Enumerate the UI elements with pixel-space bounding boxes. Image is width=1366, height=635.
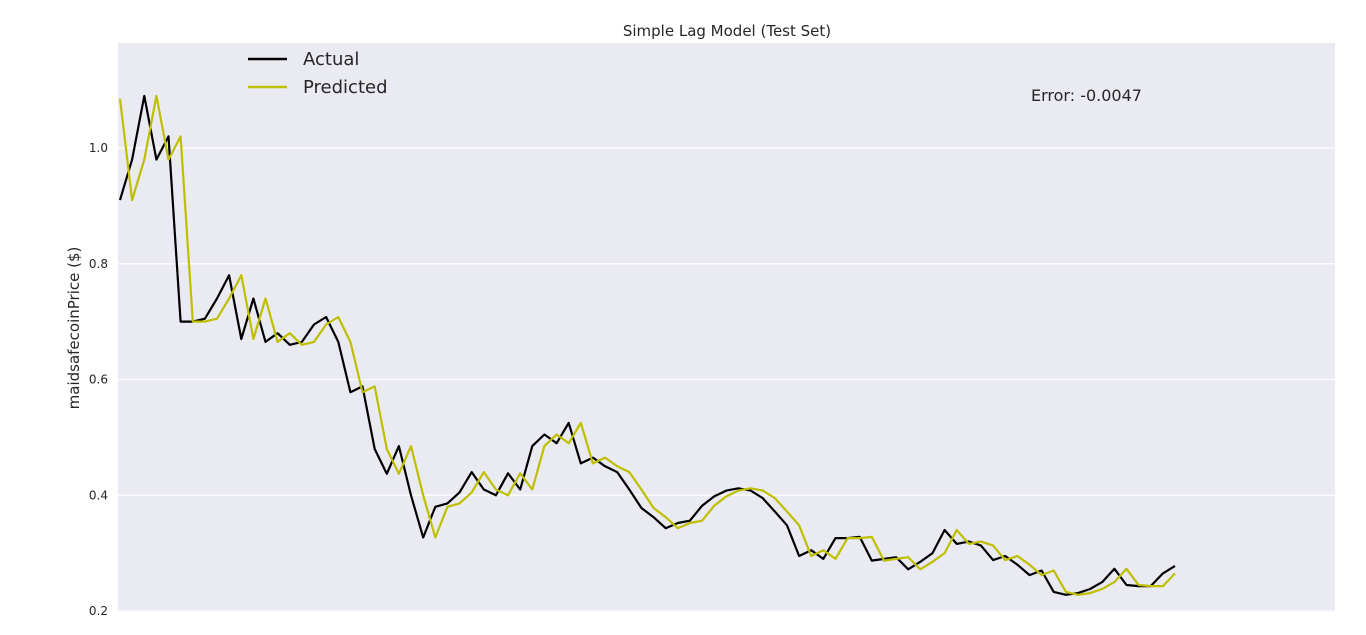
- plot-area: [118, 43, 1335, 612]
- series-line-actual: [118, 94, 1176, 596]
- chart-title: Simple Lag Model (Test Set): [623, 22, 831, 40]
- legend-label-predicted: Predicted: [303, 77, 388, 98]
- y-axis-label: maidsafecoinPrice ($): [65, 247, 83, 410]
- grid-lines: [118, 147, 1335, 612]
- y-tick-label: 1.0: [89, 141, 108, 155]
- series-lines: [118, 94, 1176, 596]
- y-tick-label: 0.2: [89, 604, 108, 618]
- error-annotation: Error: -0.0047: [1031, 86, 1142, 105]
- y-tick-label: 0.8: [89, 257, 108, 271]
- legend: Actual Predicted: [248, 49, 388, 98]
- y-axis-ticks: 0.2 0.4 0.6 0.8 1.0: [89, 141, 108, 618]
- series-line-predicted: [118, 94, 1176, 596]
- y-tick-label: 0.4: [89, 488, 108, 502]
- y-tick-label: 0.6: [89, 373, 108, 387]
- legend-label-actual: Actual: [303, 49, 359, 70]
